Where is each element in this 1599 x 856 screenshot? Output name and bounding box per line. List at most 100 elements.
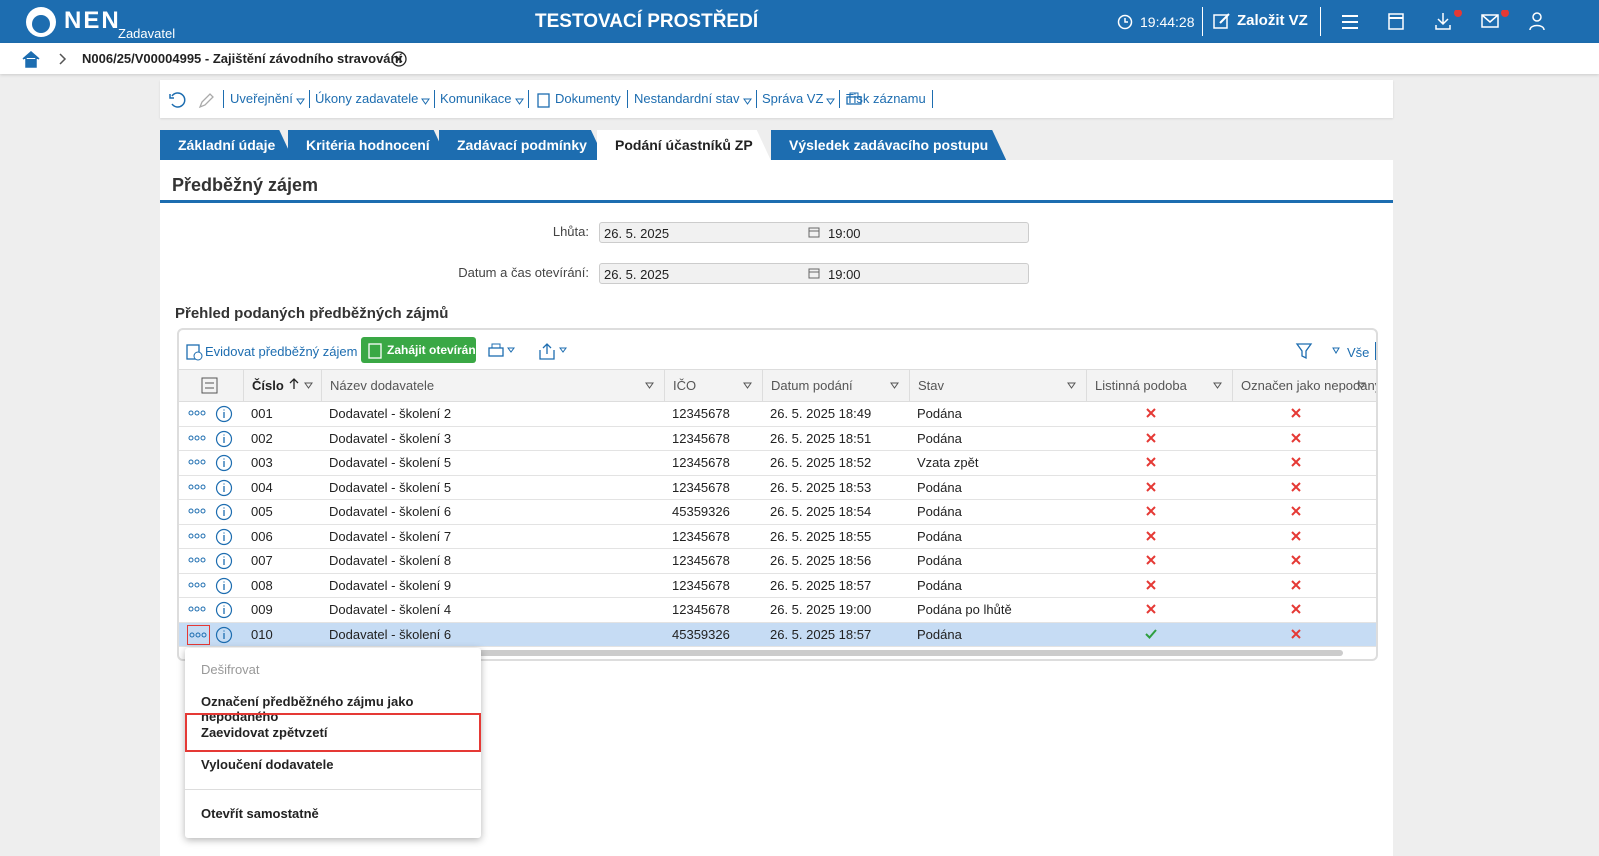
column-filter-icon[interactable] bbox=[1213, 370, 1222, 402]
dropdown-icon[interactable] bbox=[826, 94, 835, 109]
grid-row[interactable]: 004 Dodavatel - školení 5 12345678 26. 5. 2… bbox=[179, 475, 1376, 500]
tab[interactable]: Základní údaje bbox=[160, 130, 293, 160]
sort-icon[interactable] bbox=[288, 370, 300, 402]
column-header[interactable]: Datum podání bbox=[762, 370, 909, 402]
row-menu-button[interactable] bbox=[187, 576, 210, 596]
create-button[interactable]: Založit VZ bbox=[1237, 12, 1308, 29]
grid-cell: 26. 5. 2025 18:49 bbox=[770, 406, 872, 421]
toolbar-item[interactable]: Úkony zadavatele bbox=[315, 91, 419, 106]
grid-row[interactable]: 005 Dodavatel - školení 6 45359326 26. 5. 2… bbox=[179, 500, 1376, 525]
column-header[interactable]: Číslo bbox=[243, 370, 321, 402]
column-title[interactable]: Stav bbox=[918, 378, 945, 393]
grid-cell: 12345678 bbox=[672, 455, 730, 470]
column-filter-icon[interactable] bbox=[1067, 370, 1076, 402]
grid-row[interactable]: 001 Dodavatel - školení 2 12345678 26. 5. 2… bbox=[179, 402, 1376, 427]
tab[interactable]: Podání účastníků ZP bbox=[597, 130, 771, 160]
register-button[interactable]: Evidovat předběžný zájem bbox=[205, 344, 358, 359]
column-filter-icon[interactable] bbox=[1357, 370, 1366, 402]
calendar-icon[interactable] bbox=[808, 267, 820, 282]
column-title[interactable]: Označen jako nepodaný bbox=[1241, 378, 1376, 393]
grid-row[interactable]: 009 Dodavatel - školení 4 12345678 26. 5. 2… bbox=[179, 598, 1376, 623]
toolbar-icons[interactable] bbox=[168, 91, 218, 109]
row-info-button[interactable] bbox=[215, 528, 233, 549]
column-filter-icon[interactable] bbox=[304, 370, 313, 402]
column-filter-icon[interactable] bbox=[743, 370, 752, 402]
grid-cell: 26. 5. 2025 18:53 bbox=[770, 479, 872, 495]
column-title[interactable]: Číslo bbox=[252, 378, 284, 393]
column-header[interactable]: Listinná podoba bbox=[1086, 370, 1232, 402]
toolbar-item[interactable]: Dokumenty bbox=[555, 91, 621, 106]
menu-item[interactable]: Otevřít samostatně bbox=[201, 806, 319, 821]
doc-icon bbox=[537, 91, 551, 111]
scrollbar[interactable] bbox=[185, 650, 1343, 656]
open-button-label[interactable]: Zahájit otevírání bbox=[387, 343, 480, 357]
toolbar-item[interactable]: Uveřejnění bbox=[230, 91, 293, 106]
column-header[interactable]: Stav bbox=[909, 370, 1086, 402]
row-menu-button[interactable] bbox=[187, 478, 210, 498]
row-info-button[interactable] bbox=[215, 405, 233, 426]
dropdown-icon[interactable] bbox=[296, 94, 305, 109]
calendar-icon[interactable] bbox=[808, 226, 820, 241]
row-info-button[interactable] bbox=[215, 601, 233, 622]
close-icon[interactable] bbox=[391, 51, 407, 67]
dropdown-icon[interactable] bbox=[421, 94, 430, 109]
grid-row[interactable]: 010 Dodavatel - školení 6 45359326 26. 5. 2… bbox=[179, 622, 1376, 647]
row-menu-button[interactable] bbox=[187, 404, 210, 424]
dropdown-icon[interactable] bbox=[743, 94, 752, 109]
column-title[interactable]: Listinná podoba bbox=[1095, 378, 1187, 393]
row-menu-button[interactable] bbox=[187, 624, 210, 645]
grid-row[interactable]: 008 Dodavatel - školení 9 12345678 26. 5. 2… bbox=[179, 573, 1376, 598]
tab[interactable]: Zadávací podmínky bbox=[439, 130, 605, 160]
menu-item[interactable]: Zaevidovat zpětvzetí bbox=[201, 725, 328, 740]
column-header[interactable]: Název dodavatele bbox=[321, 370, 664, 402]
grid-row[interactable]: 002 Dodavatel - školení 3 12345678 26. 5. 2… bbox=[179, 426, 1376, 451]
tab[interactable]: Výsledek zadávacího postupu bbox=[771, 130, 1006, 160]
field-input[interactable] bbox=[599, 263, 1029, 284]
column-header[interactable]: Označen jako nepodaný bbox=[1232, 370, 1376, 402]
row-info-button[interactable] bbox=[215, 577, 233, 598]
home-icon[interactable] bbox=[22, 50, 82, 68]
toolbar-item[interactable]: Správa VZ bbox=[762, 91, 824, 106]
row-menu-button[interactable] bbox=[187, 502, 210, 522]
column-filter-icon[interactable] bbox=[890, 370, 899, 402]
grid-row[interactable]: 007 Dodavatel - školení 8 12345678 26. 5. 2… bbox=[179, 549, 1376, 574]
field-input[interactable] bbox=[599, 222, 1029, 243]
column-title[interactable]: IČO bbox=[673, 378, 697, 393]
filter-all[interactable]: Vše bbox=[1347, 345, 1370, 360]
row-info-button[interactable] bbox=[215, 454, 233, 475]
menu-item[interactable]: Označení předběžného zájmu jako nepodané… bbox=[201, 694, 414, 724]
print-export-icons[interactable] bbox=[487, 342, 577, 360]
row-menu-button[interactable] bbox=[187, 551, 210, 571]
grid-cell: Dodavatel - školení 7 bbox=[329, 528, 452, 544]
row-info-button[interactable] bbox=[215, 479, 233, 500]
columns-icon[interactable] bbox=[201, 377, 219, 395]
tab[interactable]: Kritéria hodnocení bbox=[288, 130, 448, 160]
row-menu-button[interactable] bbox=[187, 600, 210, 620]
menu-item[interactable]: Vyloučení dodavatele bbox=[201, 757, 334, 772]
grid-cell: Podána bbox=[917, 626, 962, 642]
dropdown-icon[interactable] bbox=[515, 94, 524, 109]
row-info-button[interactable] bbox=[215, 626, 233, 647]
row-menu-button[interactable] bbox=[187, 429, 210, 449]
toolbar-item[interactable]: Nestandardní stav bbox=[634, 91, 740, 106]
grid-row[interactable]: 006 Dodavatel - školení 7 12345678 26. 5. 2… bbox=[179, 524, 1376, 549]
filter-icons[interactable] bbox=[1295, 341, 1345, 361]
column-header[interactable]: IČO bbox=[664, 370, 762, 402]
cross-icon bbox=[1290, 579, 1302, 594]
column-title[interactable]: Název dodavatele bbox=[330, 378, 435, 393]
toolbar-item[interactable]: Komunikace bbox=[440, 91, 512, 106]
grid-row[interactable]: 003 Dodavatel - školení 5 12345678 26. 5. 2… bbox=[179, 451, 1376, 476]
cross-icon bbox=[1290, 628, 1302, 643]
column-title[interactable]: Datum podání bbox=[771, 378, 853, 393]
row-info-button[interactable] bbox=[215, 430, 233, 451]
row-menu-button[interactable] bbox=[187, 527, 210, 547]
toolbar-item[interactable]: Tisk záznamu bbox=[846, 91, 926, 106]
cross-icon bbox=[1290, 530, 1302, 545]
row-menu-button[interactable] bbox=[187, 453, 210, 473]
row-info-button[interactable] bbox=[215, 503, 233, 524]
grid-cell: 009 bbox=[251, 602, 273, 617]
row-info-button[interactable] bbox=[215, 552, 233, 573]
open-button[interactable] bbox=[361, 337, 476, 363]
header-icons[interactable] bbox=[1340, 10, 1550, 34]
column-filter-icon[interactable] bbox=[645, 370, 654, 402]
